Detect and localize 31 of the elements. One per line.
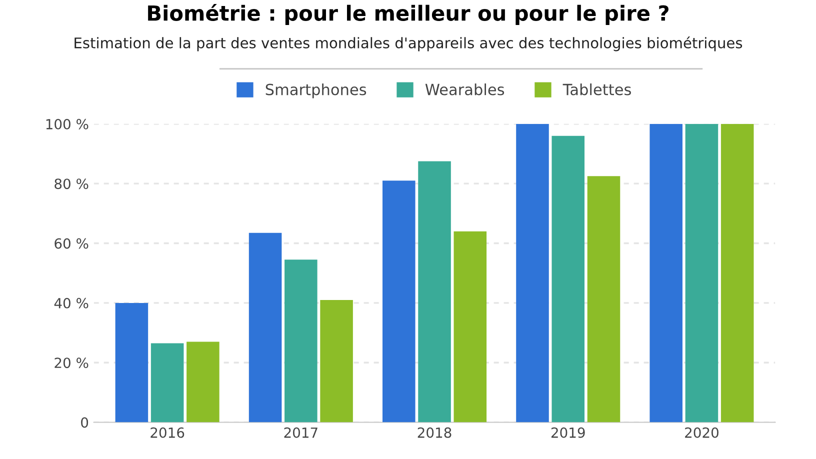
bar <box>720 124 754 422</box>
x-tick-label: 2020 <box>685 427 718 438</box>
x-tick-label: 2017 <box>284 427 318 438</box>
bar <box>685 124 718 422</box>
bar <box>284 260 318 422</box>
y-tick-label: 100 % <box>46 118 88 130</box>
legend-label: Wearables <box>425 83 504 96</box>
x-tick-label: 2016 <box>150 427 184 438</box>
y-tick-label: 0 <box>81 417 88 428</box>
bar <box>382 180 416 422</box>
bar <box>186 342 220 422</box>
chart-title: Biométrie : pour le meilleur ou pour le pire ? <box>148 4 668 25</box>
chart-subtitle: Estimation de la part des ventes mondiales d'appareils avec des technologies biométriques <box>74 36 742 52</box>
bar <box>516 124 549 422</box>
x-tick-label: 2018 <box>418 427 452 438</box>
bar <box>320 300 353 422</box>
legend-label: Smartphones <box>266 83 366 98</box>
bar <box>418 161 451 422</box>
bar <box>552 136 585 422</box>
bar <box>115 302 148 422</box>
bar <box>587 176 620 422</box>
bar <box>650 124 682 422</box>
bar <box>248 232 282 422</box>
y-tick-label: 20 % <box>54 358 88 368</box>
x-tick-label: 2019 <box>551 427 585 438</box>
y-tick-label: 40 % <box>54 298 88 308</box>
y-tick-label: 80 % <box>54 178 88 190</box>
bar <box>150 343 184 422</box>
bar <box>454 231 487 422</box>
y-tick-label: 60 % <box>54 238 88 249</box>
legend-label: Tablettes <box>562 83 631 96</box>
